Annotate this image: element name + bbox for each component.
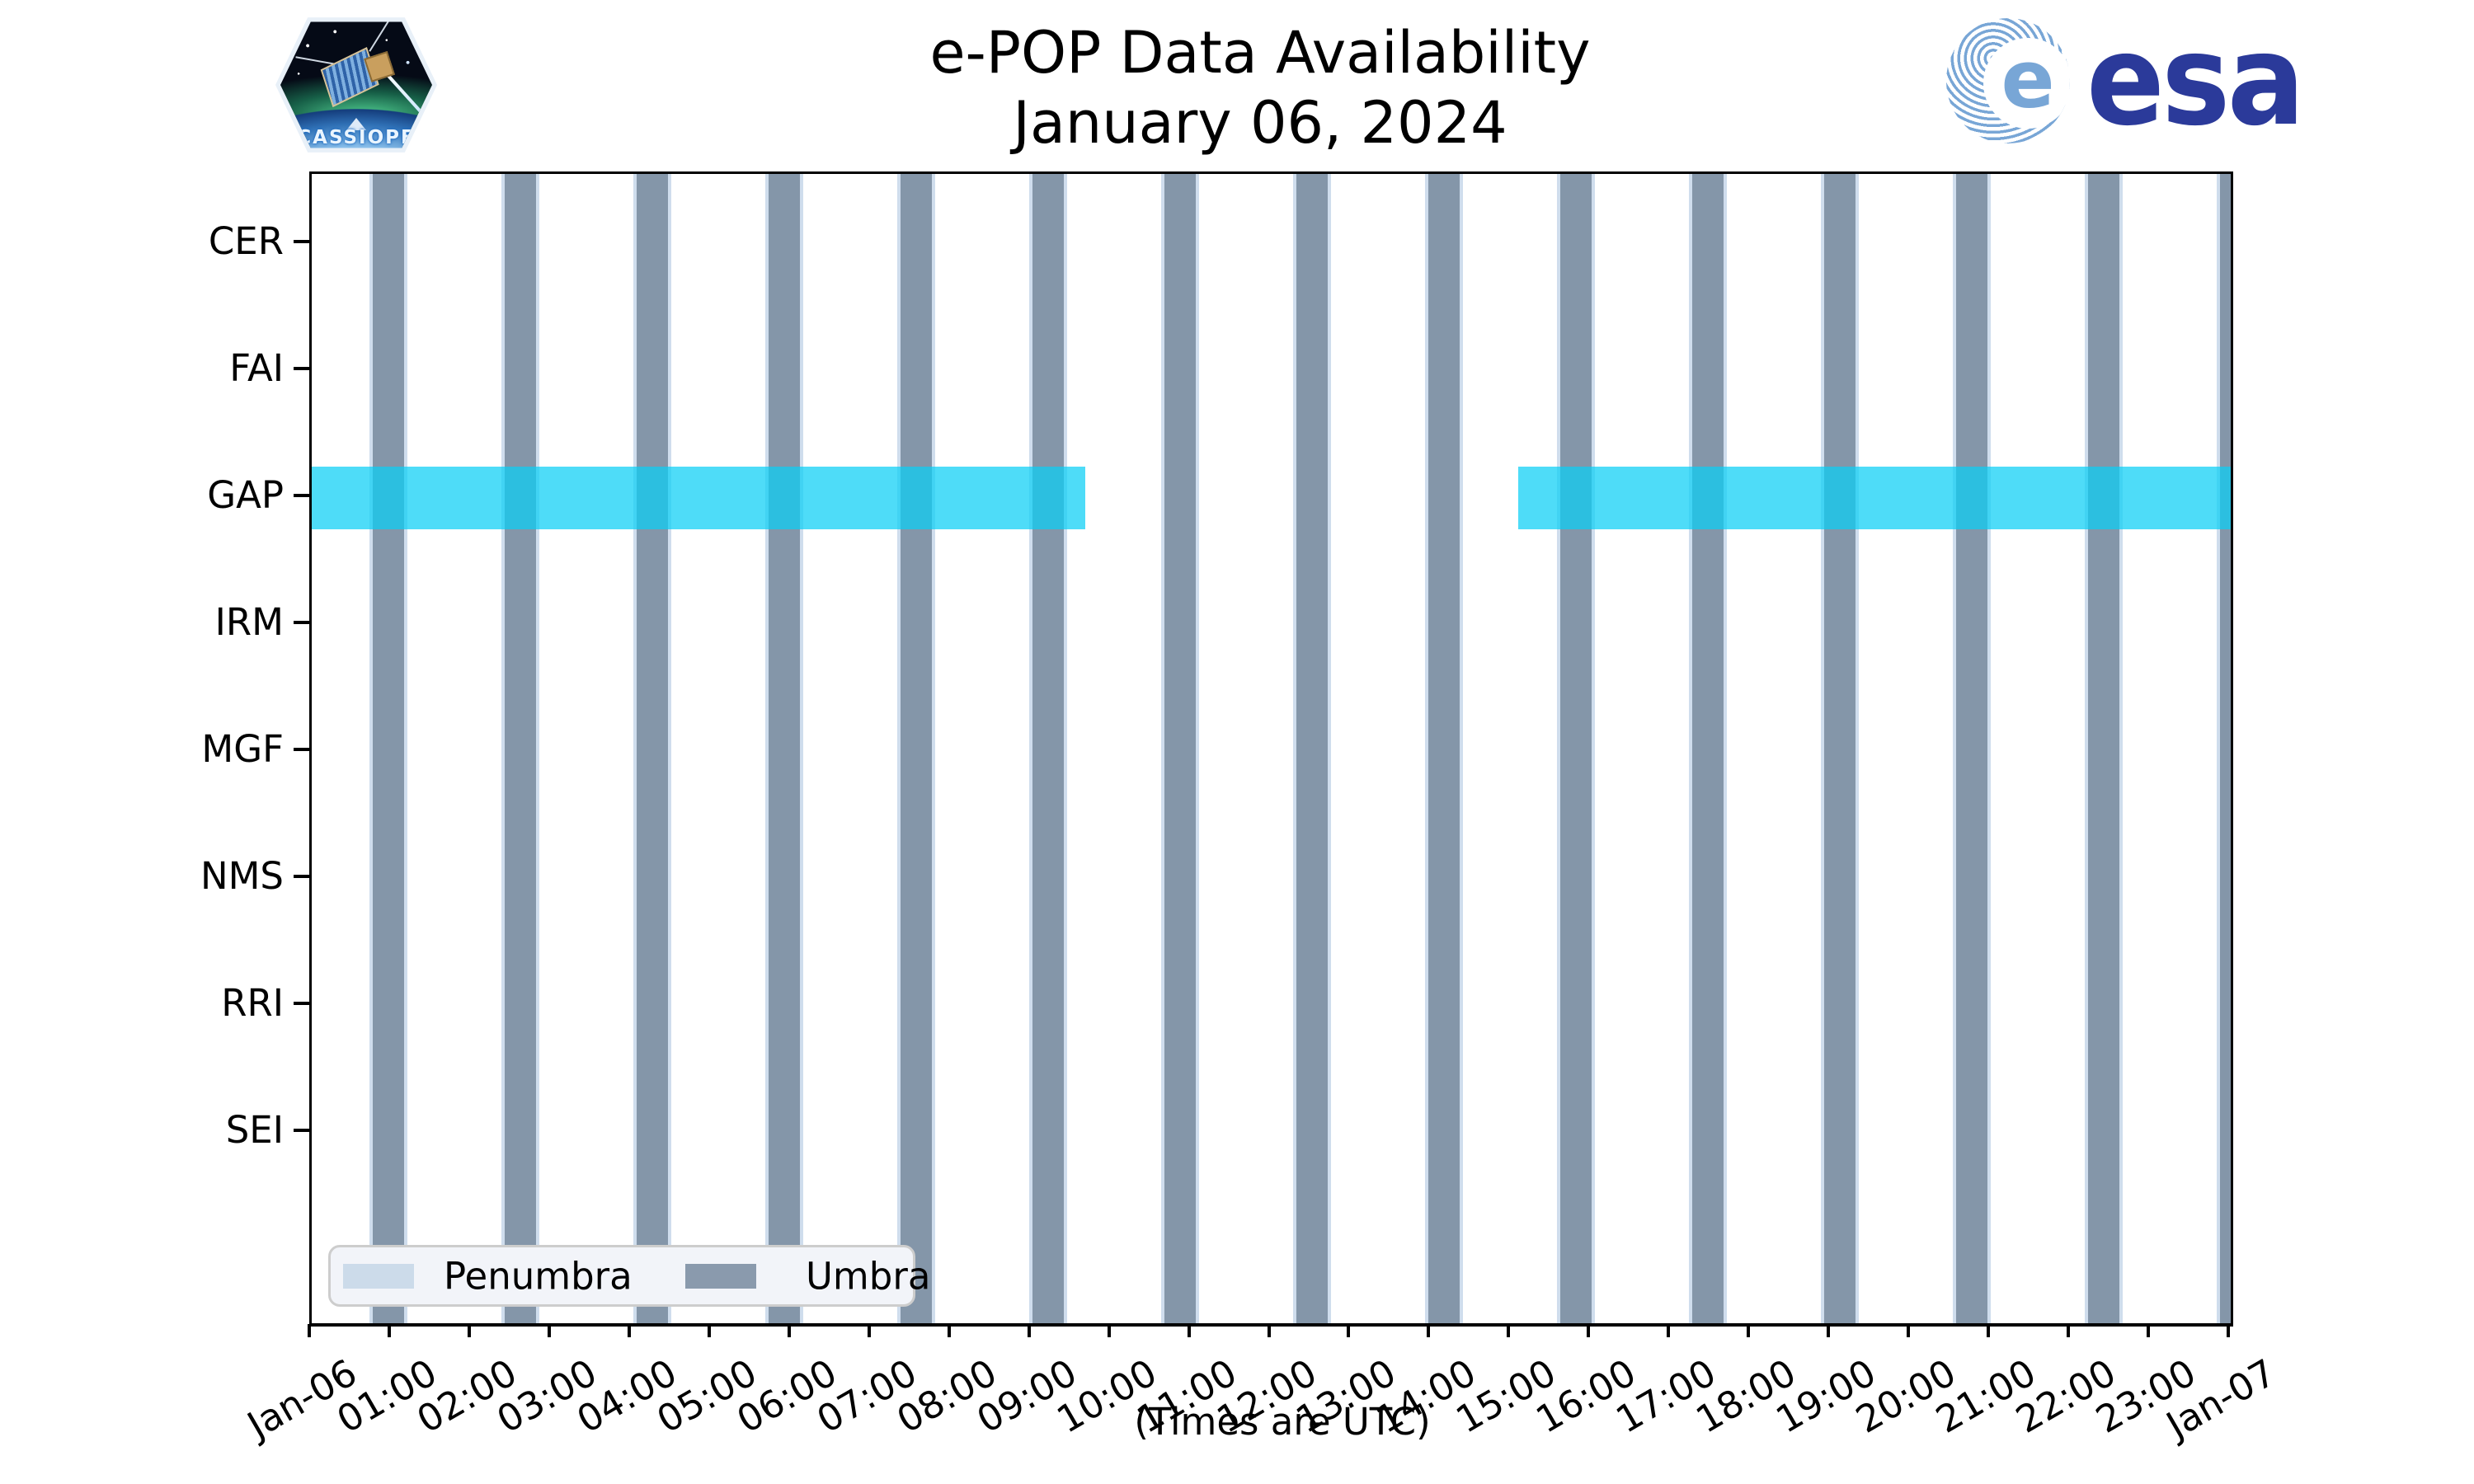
- umbra-bar: [1160, 174, 1200, 1323]
- x-tick: [707, 1324, 711, 1337]
- availability-bar-gap-2: [1518, 467, 2231, 529]
- umbra-bar: [764, 174, 804, 1323]
- x-tick: [627, 1324, 631, 1337]
- y-tick: [294, 1129, 309, 1132]
- x-tick: [2227, 1324, 2230, 1337]
- y-label-cer: CER: [208, 219, 284, 263]
- y-label-irm: IRM: [214, 600, 284, 644]
- x-tick: [867, 1324, 871, 1337]
- esa-globe-icon: e: [1946, 18, 2070, 143]
- y-tick: [294, 1002, 309, 1005]
- y-tick: [294, 367, 309, 370]
- x-tick: [1507, 1324, 1511, 1337]
- umbra-bar: [2216, 174, 2231, 1323]
- umbra-bar: [633, 174, 672, 1323]
- x-tick: [2147, 1324, 2151, 1337]
- x-tick: [1027, 1324, 1031, 1337]
- y-label-sei: SEI: [225, 1108, 284, 1152]
- x-tick: [467, 1324, 471, 1337]
- esa-globe-letter: e: [2001, 33, 2055, 126]
- availability-bar-gap-1: [312, 467, 1085, 529]
- x-tick: [947, 1324, 951, 1337]
- y-tick: [294, 494, 309, 497]
- plot-area: Penumbra Umbra: [309, 171, 2233, 1327]
- umbra-bar: [2084, 174, 2124, 1323]
- x-tick: [2067, 1324, 2071, 1337]
- x-tick: [308, 1324, 311, 1337]
- satellite-icon: [295, 21, 432, 124]
- y-label-mgf: MGF: [201, 727, 284, 771]
- umbra-bar: [1952, 174, 1992, 1323]
- cassiope-label: CASSIOPE: [297, 127, 416, 148]
- legend-swatch-penumbra: [343, 1263, 414, 1289]
- x-tick: [1907, 1324, 1911, 1337]
- esa-globe-crescent: e: [1983, 34, 2070, 129]
- legend-swatch-umbra: [685, 1263, 756, 1289]
- umbra-bar: [896, 174, 936, 1323]
- umbra-bar: [501, 174, 540, 1323]
- esa-logo: e esa: [1946, 15, 2321, 147]
- umbra-bar: [1688, 174, 1728, 1323]
- y-label-gap: GAP: [207, 473, 284, 517]
- chart-subtitle: January 06, 2024: [1013, 89, 1507, 157]
- x-tick: [1347, 1324, 1351, 1337]
- satellite-antenna: [369, 21, 398, 52]
- y-tick: [294, 621, 309, 624]
- x-tick: [387, 1324, 391, 1337]
- x-tick: [1587, 1324, 1591, 1337]
- x-tick: [1987, 1324, 1991, 1337]
- legend-label-penumbra: Penumbra: [444, 1254, 633, 1298]
- chart-title: e-POP Data Availability: [929, 19, 1591, 87]
- x-tick: [1187, 1324, 1191, 1337]
- x-tick: [787, 1324, 791, 1337]
- legend: Penumbra Umbra: [328, 1245, 930, 1307]
- esa-wordmark: esa: [2086, 7, 2305, 153]
- x-tick: [1107, 1324, 1111, 1337]
- x-tick: [547, 1324, 551, 1337]
- chart-title-block: e-POP Data Availability January 06, 2024: [929, 18, 1590, 159]
- y-label-rri: RRI: [221, 981, 284, 1025]
- cassiope-mission-patch: CASSIOPE: [275, 17, 437, 153]
- y-tick: [294, 875, 309, 878]
- satellite-beam: [381, 68, 432, 124]
- x-tick: [1427, 1324, 1431, 1337]
- x-tick: [1827, 1324, 1831, 1337]
- umbra-bar: [1292, 174, 1332, 1323]
- y-tick: [294, 748, 309, 751]
- y-label-nms: NMS: [200, 854, 284, 898]
- cassiope-patch-scene: CASSIOPE: [280, 21, 432, 148]
- y-tick: [294, 240, 309, 243]
- y-label-fai: FAI: [229, 346, 284, 390]
- x-axis-note: (Times are UTC): [1134, 1400, 1431, 1444]
- umbra-bar: [1820, 174, 1860, 1323]
- x-tick: [1267, 1324, 1271, 1337]
- umbra-bar: [1556, 174, 1596, 1323]
- umbra-bar: [369, 174, 408, 1323]
- umbra-bar: [1028, 174, 1068, 1323]
- umbra-bar: [1424, 174, 1464, 1323]
- x-tick: [1667, 1324, 1671, 1337]
- x-tick: [1747, 1324, 1751, 1337]
- legend-label-umbra: Umbra: [806, 1254, 931, 1298]
